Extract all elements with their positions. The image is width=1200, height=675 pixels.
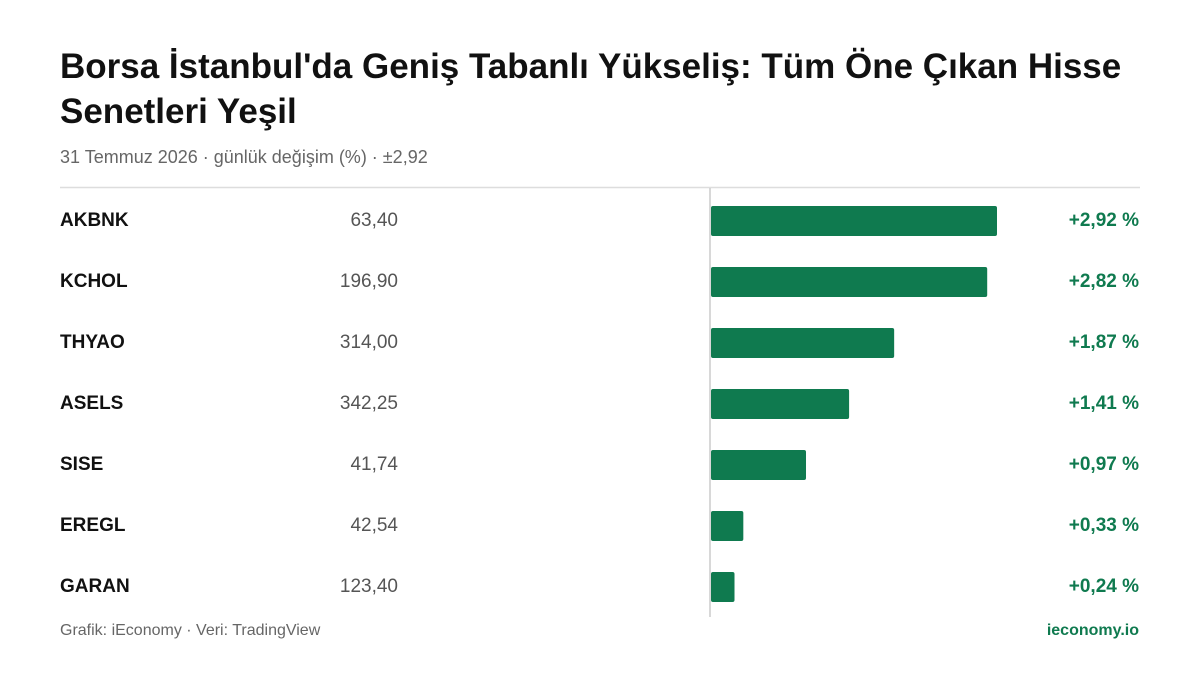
ticker-label: AKBNK <box>60 210 129 231</box>
ticker-label: EREGL <box>60 515 126 536</box>
site-name: ieconomy.io <box>1047 622 1139 639</box>
value-label: +0,97 % <box>1069 454 1139 475</box>
value-label: +0,33 % <box>1069 515 1139 536</box>
bar <box>711 328 895 358</box>
price-label: 42,54 <box>350 515 398 536</box>
ticker-label: GARAN <box>60 576 130 597</box>
bar <box>711 511 744 541</box>
chart-title: Borsa İstanbul'da Geniş Tabanlı Yükseliş… <box>60 47 1122 131</box>
bar <box>711 389 850 419</box>
ticker-label: KCHOL <box>60 271 128 292</box>
ticker-label: ASELS <box>60 393 123 414</box>
ticker-label: THYAO <box>60 332 125 353</box>
ticker-label: SISE <box>60 454 103 475</box>
value-label: +1,41 % <box>1069 393 1139 414</box>
value-label: +1,87 % <box>1069 332 1139 353</box>
bar <box>711 572 735 602</box>
price-label: 63,40 <box>350 210 398 231</box>
source-note: Grafik: iEconomy · Veri: TradingView <box>60 622 321 639</box>
bar <box>711 206 997 236</box>
bar <box>711 450 807 480</box>
bar <box>711 267 988 297</box>
chart-subtitle: 31 Temmuz 2026 · günlük değişim (%) · ±2… <box>60 147 428 167</box>
price-label: 123,40 <box>340 576 398 597</box>
price-label: 342,25 <box>340 393 398 414</box>
price-label: 196,90 <box>340 271 398 292</box>
price-label: 41,74 <box>350 454 398 475</box>
value-label: +2,92 % <box>1069 210 1139 231</box>
price-label: 314,00 <box>340 332 398 353</box>
value-label: +2,82 % <box>1069 271 1139 292</box>
value-label: +0,24 % <box>1069 576 1139 597</box>
